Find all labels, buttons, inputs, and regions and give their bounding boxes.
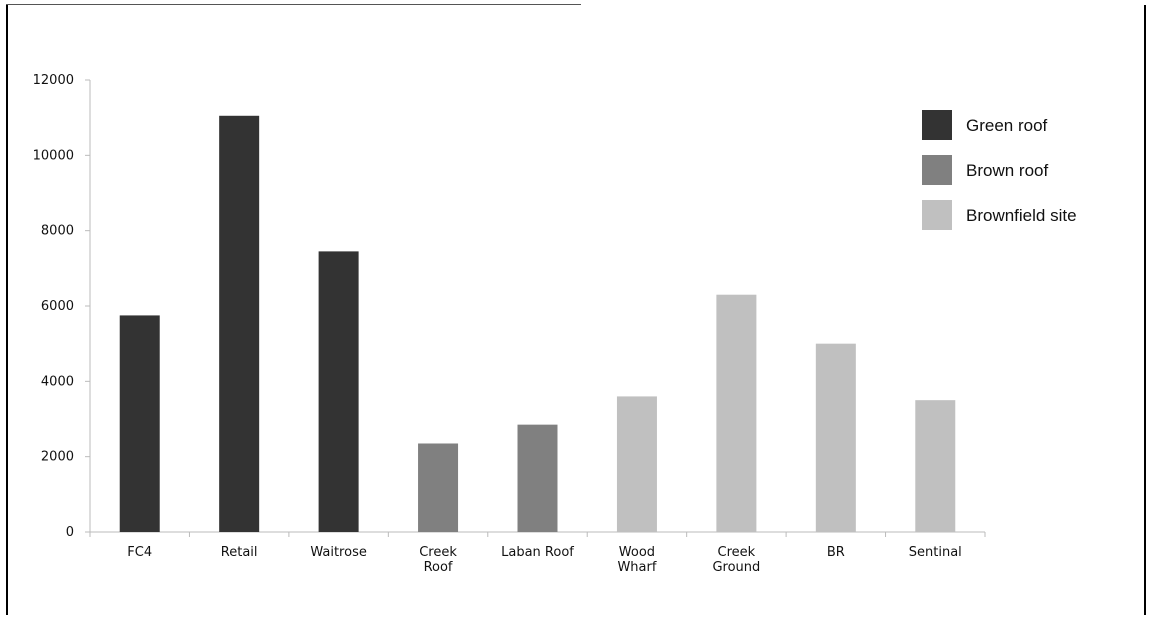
- y-tick-label: 12000: [33, 73, 74, 88]
- x-tick-label-line: Retail: [221, 545, 258, 560]
- y-tick-label: 6000: [41, 299, 74, 314]
- chart-bars: [119, 115, 956, 533]
- y-tick-label: 2000: [41, 450, 74, 465]
- bar: [815, 343, 856, 532]
- legend-label: Green roof: [966, 116, 1048, 135]
- x-tick-label: Wood Wharf: [617, 545, 656, 575]
- legend-label: Brownfield site: [966, 206, 1077, 225]
- bar: [517, 424, 558, 532]
- x-tick-label: Sentinal: [909, 545, 962, 560]
- bar: [616, 396, 657, 532]
- bar: [219, 115, 260, 533]
- x-tick-label: Creek Ground: [712, 545, 760, 575]
- x-tick-label-line: Ground: [712, 560, 760, 575]
- x-tick-label-line: Sentinal: [909, 545, 962, 560]
- x-tick-label-line: BR: [827, 545, 845, 560]
- bar: [915, 400, 956, 532]
- x-tick-label: Retail: [221, 545, 258, 560]
- legend-swatch: [922, 155, 952, 185]
- x-tick-label: Laban Roof: [501, 545, 574, 560]
- legend-swatch: [922, 200, 952, 230]
- x-tick-label: Creek Roof: [419, 545, 457, 575]
- top-border-line: [6, 4, 581, 5]
- chart-frame: [6, 5, 1146, 615]
- bar: [716, 294, 757, 532]
- x-tick-label-line: Creek: [718, 545, 756, 560]
- legend-swatch: [922, 110, 952, 140]
- x-tick-label: FC4: [127, 545, 152, 560]
- chart-legend: Green roof Brown roof Brownfield site: [922, 110, 1077, 230]
- x-tick-label-line: Creek: [419, 545, 457, 560]
- x-tick-label-line: Waitrose: [310, 545, 366, 560]
- y-tick-label: 4000: [41, 374, 74, 389]
- bar: [418, 443, 459, 532]
- x-tick-label-line: FC4: [127, 545, 152, 560]
- x-tick-label: BR: [827, 545, 845, 560]
- x-tick-label-line: Laban Roof: [501, 545, 574, 560]
- legend-label: Brown roof: [966, 161, 1048, 180]
- bar: [119, 315, 160, 532]
- y-tick-label: 8000: [41, 224, 74, 239]
- x-tick-label-line: Wood: [619, 545, 655, 560]
- x-tick-label-line: Roof: [424, 560, 453, 575]
- bar: [318, 251, 359, 532]
- y-tick-label: 0: [66, 525, 74, 540]
- x-tick-label-line: Wharf: [617, 560, 656, 575]
- y-tick-label: 10000: [33, 148, 74, 163]
- x-tick-label: Waitrose: [310, 545, 366, 560]
